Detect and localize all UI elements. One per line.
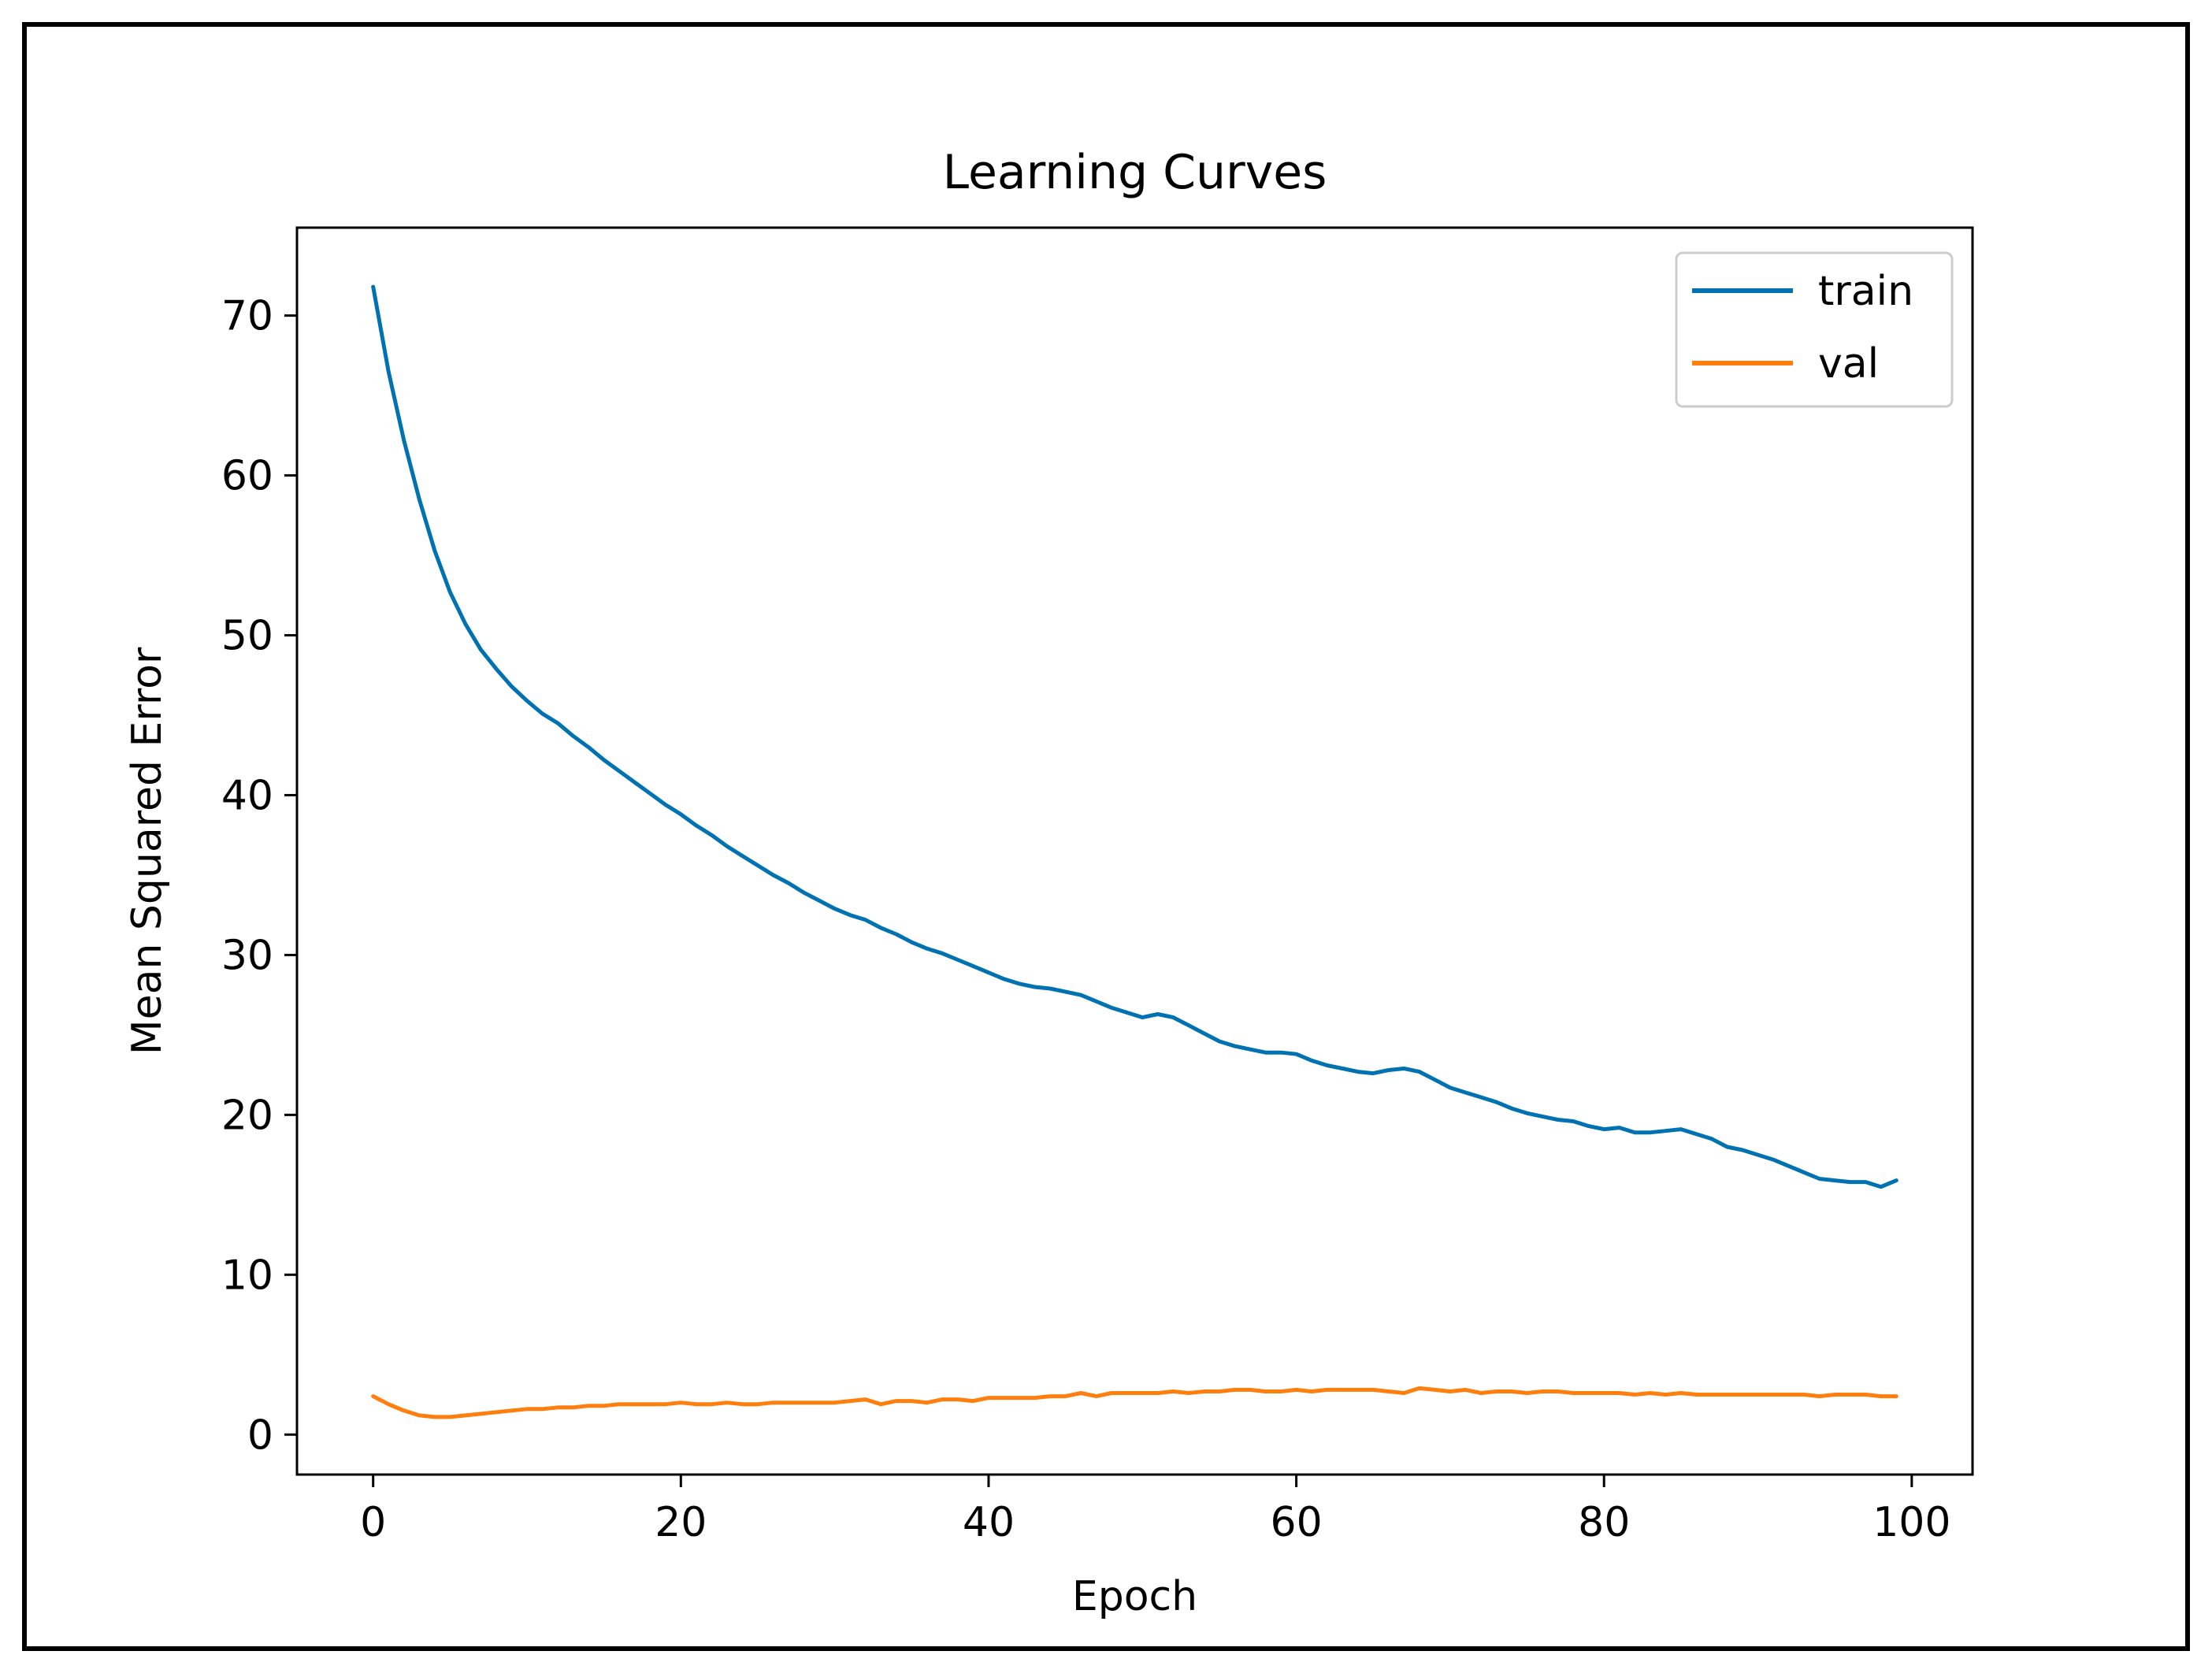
- x-tick-label: 0: [360, 1499, 386, 1546]
- x-tick-label: 40: [963, 1499, 1015, 1546]
- learning-curves-chart: Learning Curves 0 20 40 60 80 100 0 10 20 30 40 50…: [124, 145, 1974, 1620]
- y-tick-label: 40: [221, 772, 273, 819]
- chart-title: Learning Curves: [943, 145, 1327, 200]
- legend-label-train: train: [1818, 268, 1913, 315]
- series-line-train: [371, 284, 1898, 1189]
- y-tick-label: 0: [247, 1412, 273, 1459]
- figure-frame: Learning Curves 0 20 40 60 80 100 0 10 20 30 40 50…: [22, 22, 2190, 1651]
- x-tick-label: 80: [1578, 1499, 1630, 1546]
- series-line-val: [371, 1386, 1898, 1419]
- y-tick-label: 10: [221, 1252, 273, 1299]
- y-tick-label: 30: [221, 932, 273, 979]
- x-tick-label: 100: [1872, 1499, 1950, 1546]
- x-tick-label: 20: [655, 1499, 707, 1546]
- y-axis-label: Mean Squared Error: [124, 647, 171, 1055]
- chart-legend: train val: [1675, 251, 1954, 408]
- plot-border: [295, 226, 1974, 1476]
- y-tick-label: 70: [221, 293, 273, 340]
- plot-area: [295, 226, 1974, 1476]
- x-tick-label: 60: [1270, 1499, 1322, 1546]
- y-tick-label: 60: [221, 453, 273, 500]
- legend-label-val: val: [1818, 340, 1879, 388]
- y-tick-label: 50: [221, 613, 273, 660]
- x-axis-label: Epoch: [1072, 1573, 1197, 1620]
- y-axis-ticks: 0 10 20 30 40 50 60 70: [221, 293, 297, 1459]
- series-layer: [371, 284, 1898, 1419]
- x-axis-ticks: 0 20 40 60 80 100: [360, 1475, 1950, 1546]
- y-tick-label: 20: [221, 1092, 273, 1139]
